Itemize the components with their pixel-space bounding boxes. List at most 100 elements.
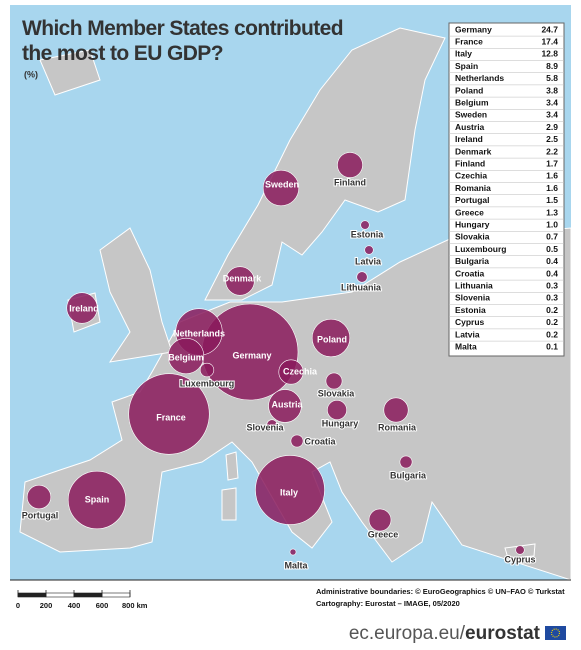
scale-label: 600 — [96, 601, 109, 610]
eu-stars — [550, 628, 561, 638]
country-label: Slovakia — [318, 388, 356, 398]
table-country: Spain — [455, 61, 478, 71]
country-label: Greece — [368, 529, 399, 539]
table-value: 1.6 — [546, 171, 558, 181]
country-label: Poland — [317, 334, 347, 344]
table-country: Romania — [455, 183, 491, 193]
country-label: Finland — [334, 177, 366, 187]
bubble — [289, 548, 297, 556]
table-country: Austria — [455, 122, 485, 132]
country-label: Cyprus — [504, 554, 535, 564]
table-country: Bulgaria — [455, 256, 489, 266]
table-country: Finland — [455, 158, 485, 168]
country-label: Ireland — [69, 303, 99, 313]
table-value: 0.4 — [546, 256, 558, 266]
bubble — [278, 359, 304, 385]
table-country: Ireland — [455, 134, 483, 144]
table-value: 0.1 — [546, 341, 558, 351]
title: Which Member States contributed the most… — [22, 17, 344, 65]
credit: Cartography: Eurostat – IMAGE, 05/2020 — [316, 599, 460, 608]
table-country: Estonia — [455, 305, 486, 315]
bubble — [266, 419, 278, 431]
bubble — [290, 434, 304, 448]
table-value: 3.8 — [546, 85, 558, 95]
table-country: Denmark — [455, 146, 492, 156]
scale-segment — [45, 592, 75, 598]
table-value: 3.4 — [546, 110, 558, 120]
table-country: Hungary — [455, 219, 490, 229]
table-country: Poland — [455, 85, 483, 95]
table-value: 0.3 — [546, 293, 558, 303]
country-label: Italy — [280, 487, 298, 497]
scale-segment — [101, 592, 131, 598]
bubble — [199, 362, 215, 378]
bubble — [383, 397, 409, 423]
country-label: Latvia — [355, 256, 382, 266]
table-box — [448, 22, 565, 357]
country-label: Sweden — [265, 179, 299, 189]
table-country: Malta — [455, 341, 477, 351]
country-label: Romania — [378, 422, 417, 432]
country-label: Germany — [232, 350, 271, 360]
table-value: 2.2 — [546, 146, 558, 156]
table-value: 0.2 — [546, 317, 558, 327]
table-value: 3.4 — [546, 97, 558, 107]
country-label: Czechia — [283, 366, 318, 376]
table-value: 12.8 — [541, 49, 558, 59]
table-value: 5.8 — [546, 73, 558, 83]
table-value: 1.0 — [546, 219, 558, 229]
footer-link[interactable]: ec.europa.eu/eurostat — [349, 623, 541, 644]
table-value: 2.9 — [546, 122, 558, 132]
table-value: 0.3 — [546, 280, 558, 290]
table-value: 24.7 — [541, 24, 558, 34]
country-label: Croatia — [304, 436, 336, 446]
bubble — [368, 508, 392, 532]
table-value: 0.2 — [546, 305, 558, 315]
footer-brand: eurostat — [465, 623, 541, 644]
bubble — [262, 169, 300, 207]
country-label: Luxembourg — [180, 378, 235, 388]
country-label: Belgium — [168, 352, 204, 362]
table-country: Luxembourg — [455, 244, 506, 254]
table-country: Portugal — [455, 195, 489, 205]
table-country: Belgium — [455, 97, 489, 107]
table-country: Latvia — [455, 329, 480, 339]
bubble — [327, 400, 347, 420]
bubble — [128, 373, 210, 455]
bubble — [364, 245, 374, 255]
table-country: Netherlands — [455, 73, 504, 83]
table-value: 1.5 — [546, 195, 558, 205]
country-label: Denmark — [223, 273, 263, 283]
unit: (%) — [24, 69, 38, 79]
country-label: Lithuania — [341, 282, 382, 292]
bubble — [66, 292, 98, 324]
bubble — [356, 271, 368, 283]
table-country: Croatia — [455, 268, 485, 278]
scale-label: 400 — [68, 601, 81, 610]
table-country: Greece — [455, 207, 484, 217]
table-country: Czechia — [455, 171, 487, 181]
table-country: Slovenia — [455, 293, 490, 303]
bubble — [325, 372, 343, 390]
country-label: Hungary — [322, 418, 359, 428]
country-label: Netherlands — [173, 328, 225, 338]
scale-label: 0 — [16, 601, 20, 610]
eu-flag — [545, 626, 566, 640]
table-value: 2.5 — [546, 134, 558, 144]
table-value: 1.7 — [546, 158, 558, 168]
table-country: Slovakia — [455, 232, 490, 242]
country-label: Estonia — [351, 229, 385, 239]
country-label: Spain — [85, 494, 110, 504]
bubble — [399, 455, 413, 469]
table-value: 8.9 — [546, 61, 558, 71]
table-country: France — [455, 36, 483, 46]
bubble — [167, 337, 205, 375]
country-label: Portugal — [22, 510, 59, 520]
table-value: 1.6 — [546, 183, 558, 193]
country-label: Malta — [284, 560, 308, 570]
table-value: 0.5 — [546, 244, 558, 254]
scale-segment — [73, 592, 103, 598]
table-country: Cyprus — [455, 317, 485, 327]
table-country: Lithuania — [455, 280, 493, 290]
